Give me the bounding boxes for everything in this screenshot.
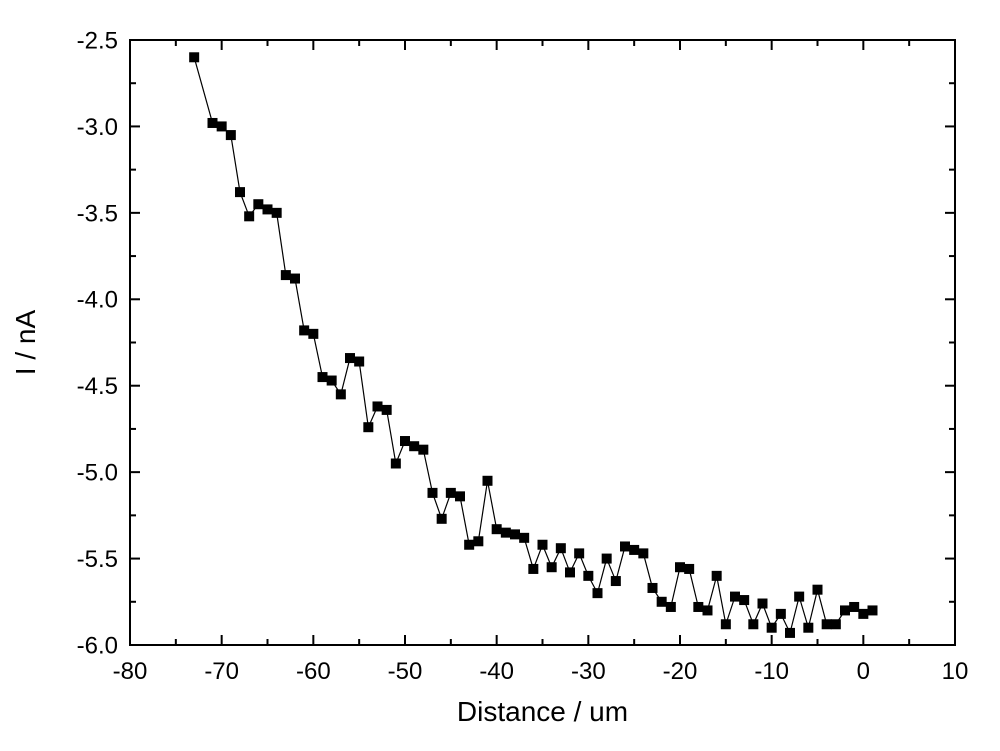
series-marker (446, 488, 456, 498)
series-marker (767, 623, 777, 633)
series-marker (868, 605, 878, 615)
series-marker (794, 592, 804, 602)
y-tick-label: -6.0 (77, 632, 118, 659)
series-marker (721, 619, 731, 629)
series-marker (510, 529, 520, 539)
series-marker (858, 609, 868, 619)
x-axis-title: Distance / um (457, 696, 628, 727)
x-tick-label: -70 (204, 658, 239, 685)
series-marker (620, 541, 630, 551)
series-marker (473, 536, 483, 546)
series-marker (428, 488, 438, 498)
series-marker (638, 548, 648, 558)
series-marker (611, 576, 621, 586)
series-marker (253, 199, 263, 209)
series-marker (583, 571, 593, 581)
y-tick-label: -2.5 (77, 27, 118, 54)
series-marker (629, 545, 639, 555)
series-marker (382, 405, 392, 415)
x-tick-label: -10 (754, 658, 789, 685)
series-marker (483, 476, 493, 486)
series-marker (803, 623, 813, 633)
series-marker (849, 602, 859, 612)
chart-svg: -80 -70 -60 -50 -40 -30 -20 -10 0 10 -6.0 -5.5 -5.0 -… (0, 0, 1000, 751)
series-marker (748, 619, 758, 629)
series-marker (712, 571, 722, 581)
series-marker (281, 270, 291, 280)
series-marker (730, 592, 740, 602)
series-marker (345, 353, 355, 363)
series-marker (400, 436, 410, 446)
y-tick-label: -5.5 (77, 546, 118, 573)
scatter-chart: -80 -70 -60 -50 -40 -30 -20 -10 0 10 -6.0 -5.5 -5.0 -… (0, 0, 1000, 751)
y-axis-title: I / nA (10, 309, 41, 375)
x-tick-label: -40 (479, 658, 514, 685)
series-marker (657, 597, 667, 607)
series-marker (373, 401, 383, 411)
series-marker (519, 533, 529, 543)
series-marker (263, 204, 273, 214)
x-tick-label: -20 (663, 658, 698, 685)
series-line (194, 57, 872, 633)
series-marker (464, 540, 474, 550)
series-marker (299, 325, 309, 335)
series-marker (308, 329, 318, 339)
series-marker (235, 187, 245, 197)
series-marker (602, 554, 612, 564)
series-marker (226, 130, 236, 140)
series-marker (363, 422, 373, 432)
series-marker (831, 619, 841, 629)
y-tick-label: -4.0 (77, 287, 118, 314)
x-tick-label: 0 (857, 658, 870, 685)
series-marker (574, 548, 584, 558)
series-marker (758, 599, 768, 609)
series-marker (776, 609, 786, 619)
series-marker (693, 602, 703, 612)
series-marker (675, 562, 685, 572)
series-marker (528, 564, 538, 574)
series-marker (547, 562, 557, 572)
series-marker (409, 441, 419, 451)
series-marker (418, 445, 428, 455)
series-marker (327, 376, 337, 386)
series-marker (217, 121, 227, 131)
series-marker (593, 588, 603, 598)
series-marker (840, 605, 850, 615)
y-tick-label: -3.0 (77, 114, 118, 141)
series-marker (785, 628, 795, 638)
series-marker (813, 585, 823, 595)
series-marker (739, 595, 749, 605)
x-tick-label: -50 (388, 658, 423, 685)
series-marker (391, 459, 401, 469)
series-marker (437, 514, 447, 524)
series-marker (648, 583, 658, 593)
series-marker (354, 357, 364, 367)
y-tick-label: -3.5 (77, 200, 118, 227)
series-marker (501, 528, 511, 538)
series-marker (703, 605, 713, 615)
series-marker (492, 524, 502, 534)
series-marker (822, 619, 832, 629)
series-marker (455, 491, 465, 501)
series-marker (272, 208, 282, 218)
x-tick-label: 10 (942, 658, 969, 685)
series-marker (556, 543, 566, 553)
series-marker (189, 52, 199, 62)
series-marker (684, 564, 694, 574)
x-tick-label: -80 (113, 658, 148, 685)
series-marker (290, 274, 300, 284)
series-marker (208, 118, 218, 128)
y-tick-label: -5.0 (77, 460, 118, 487)
series-marker (336, 389, 346, 399)
y-tick-label: -4.5 (77, 373, 118, 400)
series-marker (666, 602, 676, 612)
series-marker (565, 567, 575, 577)
x-tick-label: -60 (296, 658, 331, 685)
series-marker (538, 540, 548, 550)
series-marker (244, 211, 254, 221)
plot-frame (130, 40, 955, 645)
series-marker (318, 372, 328, 382)
x-tick-label: -30 (571, 658, 606, 685)
